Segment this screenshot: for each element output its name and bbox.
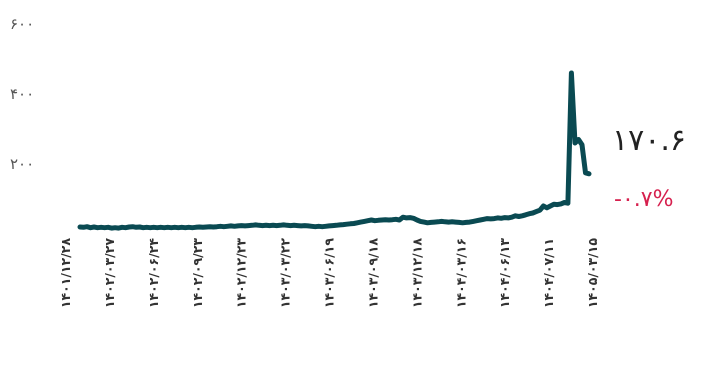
y-axis: ۲۰۰ ۴۰۰ ۶۰۰ [10,15,34,173]
x-tick-label: ۱۴۰۴/۰۳/۱۶ [453,238,468,308]
y-tick-label: ۴۰۰ [10,85,34,103]
change-percent-label: -۰.۷% [614,187,673,212]
x-tick-label: ۱۴۰۲/۱۲/۲۳ [234,238,249,309]
x-tick-label: ۱۴۰۳/۰۳/۲۲ [278,238,293,309]
y-tick-label: ۲۰۰ [10,155,34,173]
x-tick-label: ۱۴۰۲/۰۳/۲۷ [102,238,117,309]
x-tick-label: ۱۴۰۵/۰۳/۱۵ [585,238,600,309]
x-tick-label: ۱۴۰۴/۰۷/۱۱ [541,238,556,308]
x-tick-label: ۱۴۰۱/۱۲/۲۸ [58,238,73,309]
y-tick-label: ۶۰۰ [10,15,34,33]
x-axis: ۱۴۰۱/۱۲/۲۸ ۱۴۰۲/۰۳/۲۷ ۱۴۰۲/۰۶/۲۴ ۱۴۰۲/۰۹/۲۳… [58,238,600,309]
x-tick-label: ۱۴۰۲/۰۶/۲۴ [146,238,161,309]
x-tick-label: ۱۴۰۳/۰۹/۱۸ [365,238,380,309]
x-tick-label: ۱۴۰۳/۱۲/۱۸ [409,238,424,309]
x-tick-label: ۱۴۰۴/۰۶/۱۳ [497,238,512,309]
x-tick-label: ۱۴۰۳/۰۶/۱۹ [322,238,337,309]
series-line [77,70,592,231]
x-tick-label: ۱۴۰۲/۰۹/۲۳ [190,238,205,309]
last-value-label: ۱۷۰.۶ [612,123,686,158]
